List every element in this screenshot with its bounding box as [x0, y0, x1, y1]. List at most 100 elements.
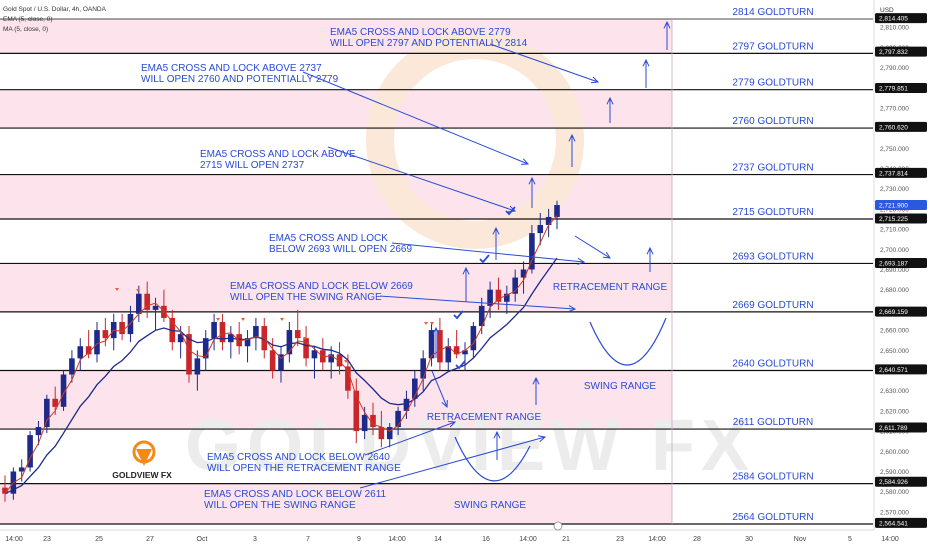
annotation-text: EMA5 CROSS AND LOCK: [269, 233, 388, 244]
candle-body: [361, 414, 368, 432]
candle-body: [437, 330, 443, 363]
price-badge: [875, 82, 927, 93]
check-icon: [455, 360, 466, 370]
pointer-arrow: [327, 146, 516, 212]
time-tick: 30: [745, 536, 753, 543]
candle-body: [395, 410, 401, 428]
candle-body: [370, 414, 376, 428]
price-badge-label: 2,814.405: [879, 16, 908, 23]
price-axis-bg: [874, 0, 932, 550]
price-tick: 2,810.000: [880, 25, 909, 32]
candle-body: [378, 427, 385, 440]
price-tick: 2,650.000: [880, 348, 909, 355]
time-ticks: 14:00 23 25 27 Oct 3 7 9 14:00 14 16 14:00 21 23 14:00…: [5, 536, 899, 543]
candle-body: [35, 427, 42, 436]
candle-body: [512, 277, 518, 294]
time-tick: 28: [693, 536, 701, 543]
candle-body: [462, 350, 468, 355]
candle-body: [470, 326, 477, 351]
pink-zone: [0, 483, 672, 524]
signal-marker: [136, 289, 140, 292]
pointer-arrow: [391, 242, 585, 263]
candle-body: [202, 338, 209, 359]
candle-body: [504, 293, 510, 302]
time-tick: 9: [357, 536, 361, 543]
signal-marker: [303, 337, 307, 340]
price-badge-label: 2,715.225: [879, 216, 908, 223]
candle-body: [336, 354, 343, 367]
candle-body: [219, 322, 226, 343]
candle-body: [94, 330, 100, 355]
candle-body: [428, 330, 435, 359]
down-arrow: [431, 370, 448, 408]
price-badges: 2,814.405 2,797.832 2,779.851 2,760.620 2,73…: [875, 13, 927, 528]
scroll-marker-icon[interactable]: [553, 521, 563, 531]
candle-body: [520, 269, 527, 278]
time-tick: Oct: [197, 536, 208, 543]
price-tick: 2,630.000: [880, 388, 909, 395]
candle-body: [52, 398, 58, 407]
chart-header: Gold Spot / U.S. Dollar, 4h, OANDA EMA (…: [3, 6, 107, 33]
pointer-arrow: [379, 295, 576, 310]
level-label: 2640 GOLDTURN: [732, 358, 813, 369]
swing-arc: [454, 436, 531, 482]
price-axis[interactable]: USD 2,570.000 2,580.000 2,590.000 2,600.000…: [873, 0, 932, 550]
candle-body: [85, 346, 92, 355]
annotation-text: WILL OPEN 2797 AND POTENTIALLY 2814: [330, 38, 528, 49]
level-label: 2814 GOLDTURN: [732, 7, 813, 18]
price-badge-label: 2,721.900: [879, 203, 908, 210]
arrow-head: [663, 20, 671, 29]
candle-body: [269, 350, 276, 371]
price-tick: 2,790.000: [880, 65, 909, 72]
candle-body: [403, 398, 410, 411]
arrow-head: [602, 251, 611, 259]
candle-body: [244, 338, 251, 347]
logo-text: GOLDVIEW FX: [112, 470, 172, 480]
time-tick: 23: [616, 536, 624, 543]
price-badge: [875, 258, 927, 269]
candle-body: [445, 346, 452, 363]
range-label: SWING RANGE: [584, 381, 657, 392]
candle-body: [487, 289, 493, 306]
arrow-head: [528, 176, 536, 185]
price-tick: 2,580.000: [880, 489, 909, 496]
signal-marker: [216, 318, 220, 321]
price-tick: 2,660.000: [880, 328, 909, 335]
price-tick: 2,690.000: [880, 267, 909, 274]
time-tick: 27: [146, 536, 154, 543]
range-labels: RETRACEMENT RANGE SWING RANGE RETRACEMENT …: [427, 282, 668, 511]
candle-body: [211, 322, 217, 339]
arrow-head: [538, 435, 547, 442]
candle-body: [77, 346, 84, 359]
candle-body: [420, 358, 426, 379]
candle-body: [386, 427, 393, 440]
pink-zone: [0, 370, 672, 430]
ma-line: [4, 215, 558, 495]
time-axis[interactable]: 14:00 23 25 27 Oct 3 7 9 14:00 14 16 14:00 21 23 14:00…: [0, 521, 899, 543]
arrow-head: [520, 158, 530, 165]
signal-marker: [344, 360, 348, 363]
swing-arc: [589, 317, 667, 366]
candle-body: [278, 354, 284, 371]
level-label: 2760 GOLDTURN: [732, 116, 813, 127]
arrow-head: [568, 133, 576, 142]
candle-body: [177, 334, 184, 343]
goldview-logo: GOLDVIEW FX: [112, 440, 172, 480]
time-tick: 14: [434, 536, 442, 543]
candle-body: [186, 334, 192, 375]
candle-body: [529, 233, 535, 270]
time-tick: 3: [253, 536, 257, 543]
level-label: 2584 GOLDTURN: [732, 472, 813, 483]
candle-body: [2, 487, 8, 494]
price-badge: [875, 422, 927, 433]
price-tick: 2,590.000: [880, 469, 909, 476]
check-icon: [479, 254, 490, 264]
candle-body: [18, 467, 25, 472]
time-tick: Nov: [794, 536, 807, 543]
level-label: 2611 GOLDTURN: [733, 417, 813, 428]
price-badge-label: 2,584.926: [879, 479, 908, 486]
price-tick: 2,620.000: [880, 408, 909, 415]
time-tick: 21: [562, 536, 570, 543]
price-badge-label: 2,779.851: [879, 85, 908, 92]
